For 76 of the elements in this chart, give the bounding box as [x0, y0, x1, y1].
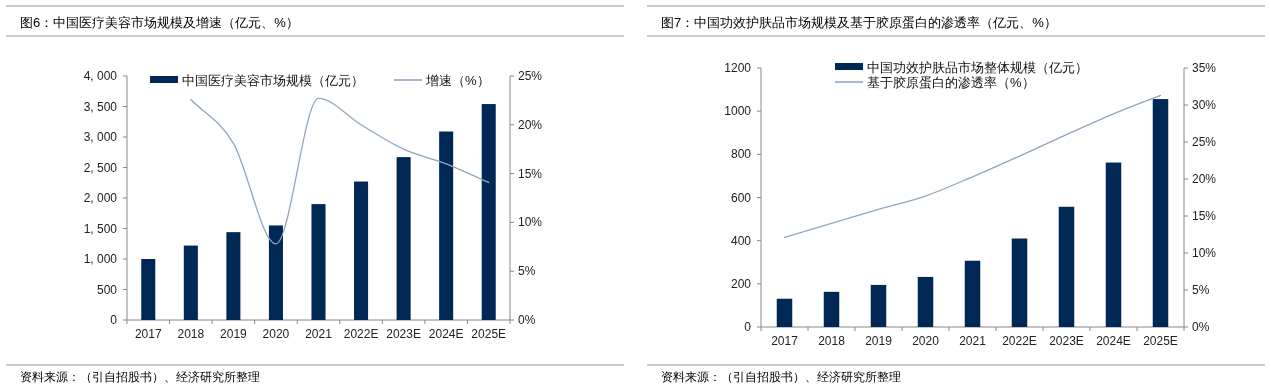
y2-tick-label: 0%	[1192, 320, 1210, 334]
y2-tick-label: 20%	[518, 117, 543, 132]
bar	[964, 260, 981, 327]
bar	[1058, 206, 1075, 327]
x-tick-label: 2021	[959, 334, 987, 348]
y-tick-label: 200	[730, 276, 752, 291]
bar	[917, 276, 934, 327]
y2-tick-label: 10%	[518, 215, 543, 230]
bar	[1105, 162, 1122, 327]
bar	[396, 157, 411, 320]
y-tick-label: 2, 000	[83, 191, 118, 205]
bar	[141, 259, 156, 320]
x-tick-label: 2022E	[343, 327, 379, 341]
y2-tick-label: 15%	[1192, 209, 1217, 223]
line-series	[190, 97, 490, 245]
legend-label: 增速（%）	[425, 73, 490, 88]
bar	[268, 225, 283, 320]
x-tick-label: 2020	[912, 334, 940, 348]
x-tick-label: 2024E	[428, 327, 464, 341]
x-tick-label: 2023E	[1049, 334, 1084, 348]
chart-title: 图6：中国医疗美容市场规模及增速（亿元、%）	[20, 15, 299, 30]
bar	[354, 181, 369, 320]
x-tick-label: 2019	[220, 327, 248, 341]
y2-tick-label: 30%	[1192, 98, 1217, 112]
x-tick-label: 2023E	[386, 327, 421, 341]
y-tick-label: 600	[730, 190, 752, 205]
bar	[870, 284, 887, 327]
y2-tick-label: 25%	[1192, 135, 1217, 149]
line-series	[783, 94, 1162, 239]
bar	[439, 131, 454, 320]
legend-label: 中国功效护肤品市场整体规模（亿元）	[867, 60, 1088, 75]
y-tick-label: 2, 500	[83, 160, 118, 175]
y-tick-label: 500	[96, 282, 118, 297]
x-tick-label: 2017	[134, 327, 162, 341]
x-tick-label: 2020	[262, 327, 290, 341]
y-tick-label: 3, 500	[83, 99, 118, 114]
y2-tick-label: 15%	[518, 166, 543, 181]
legend-label: 中国医疗美容市场规模（亿元）	[182, 73, 364, 88]
y-tick-label: 3, 000	[83, 130, 118, 144]
bar	[226, 232, 241, 320]
x-tick-label: 2025E	[1143, 334, 1178, 348]
x-tick-label: 2021	[305, 327, 333, 341]
legend-label: 基于胶原蛋白的渗透率（%）	[867, 75, 1035, 90]
y-tick-label: 800	[730, 147, 752, 162]
x-tick-label: 2018	[177, 327, 205, 341]
y-tick-label: 400	[730, 233, 752, 248]
bar	[1011, 238, 1028, 327]
x-tick-label: 2018	[818, 334, 846, 348]
y2-tick-label: 5%	[1192, 283, 1210, 297]
bar	[1152, 99, 1169, 327]
x-tick-label: 2025E	[471, 327, 507, 341]
x-tick-label: 2019	[865, 334, 893, 348]
y-tick-label: 1, 500	[83, 221, 118, 236]
text: 资料来源：（引自招股书）、经济研究所整理	[661, 370, 901, 384]
y-tick-label: 0	[744, 320, 752, 334]
y2-tick-label: 0%	[518, 313, 536, 327]
bar	[481, 104, 496, 320]
text: 资料来源：（引自招股书）、经济研究所整理	[20, 370, 260, 384]
y-tick-label: 4, 000	[83, 69, 118, 83]
bar	[823, 291, 840, 327]
chart-title: 图7：中国功效护肤品市场规模及基于胶原蛋白的渗透率（亿元、%）	[661, 15, 1057, 30]
x-tick-label: 2024E	[1096, 334, 1131, 348]
y-tick-label: 1, 000	[83, 252, 118, 266]
y-tick-label: 1200	[724, 61, 752, 75]
y2-tick-label: 25%	[518, 69, 543, 83]
x-tick-label: 2022E	[1002, 334, 1037, 348]
bar	[776, 298, 793, 327]
bar	[311, 204, 326, 320]
x-tick-label: 2017	[771, 334, 799, 348]
bar	[183, 245, 198, 320]
y-tick-label: 0	[110, 313, 118, 327]
y2-tick-label: 20%	[1192, 172, 1217, 186]
y2-tick-label: 10%	[1192, 246, 1217, 260]
y-tick-label: 1000	[724, 104, 752, 119]
y2-tick-label: 5%	[518, 264, 536, 279]
y2-tick-label: 35%	[1192, 61, 1217, 75]
